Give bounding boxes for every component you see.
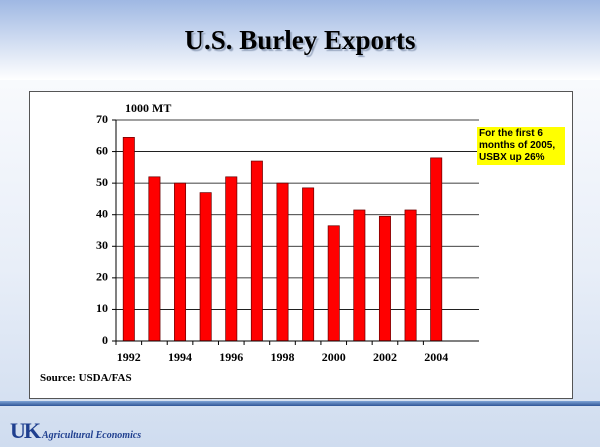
bar bbox=[225, 176, 238, 342]
x-tick-label: 1994 bbox=[168, 350, 192, 364]
bar bbox=[250, 160, 263, 342]
footer-rule bbox=[0, 401, 600, 406]
y-tick-label: 70 bbox=[96, 112, 108, 126]
y-tick-label: 40 bbox=[96, 206, 108, 220]
footer: UK Agricultural Economics bbox=[10, 418, 141, 444]
y-tick-label: 50 bbox=[96, 175, 108, 189]
department: Agricultural Economics bbox=[42, 430, 142, 441]
bar bbox=[404, 209, 417, 342]
x-tick-label: 1998 bbox=[271, 350, 295, 364]
x-tick-label: 2002 bbox=[373, 350, 397, 364]
bar bbox=[174, 182, 187, 342]
bar bbox=[327, 225, 340, 342]
chart-box: 1000 MT 0 10 20 30 40 50 60 70 1992 1994 1996 1998 2… bbox=[29, 91, 573, 399]
annotation: For the first 6 months of 2005, USBX up … bbox=[477, 127, 565, 165]
bar bbox=[378, 215, 391, 342]
source: Source: USDA/FAS bbox=[40, 372, 132, 384]
chart: 1000 MT 0 10 20 30 40 50 60 70 1992 1994 1996 1998 2… bbox=[96, 101, 479, 364]
x-tick-label: 2004 bbox=[424, 350, 448, 364]
bar bbox=[302, 187, 315, 342]
y-tick-label: 10 bbox=[96, 301, 108, 315]
x-tick-label: 1996 bbox=[219, 350, 243, 364]
y-tick-label: 0 bbox=[102, 333, 108, 347]
y-axis-label: 1000 MT bbox=[125, 101, 171, 115]
bar bbox=[148, 176, 161, 342]
y-tick-label: 30 bbox=[96, 238, 108, 252]
bar bbox=[430, 157, 443, 342]
y-tick-label: 60 bbox=[96, 143, 108, 157]
bar bbox=[122, 137, 135, 342]
x-tick-label: 2000 bbox=[322, 350, 346, 364]
slide-title: U.S. Burley Exports bbox=[0, 0, 600, 80]
bar bbox=[353, 209, 366, 342]
bar bbox=[199, 192, 212, 342]
bar bbox=[276, 182, 289, 342]
logo: UK bbox=[10, 418, 41, 443]
x-tick-label: 1992 bbox=[117, 350, 141, 364]
y-tick-label: 20 bbox=[96, 270, 108, 284]
